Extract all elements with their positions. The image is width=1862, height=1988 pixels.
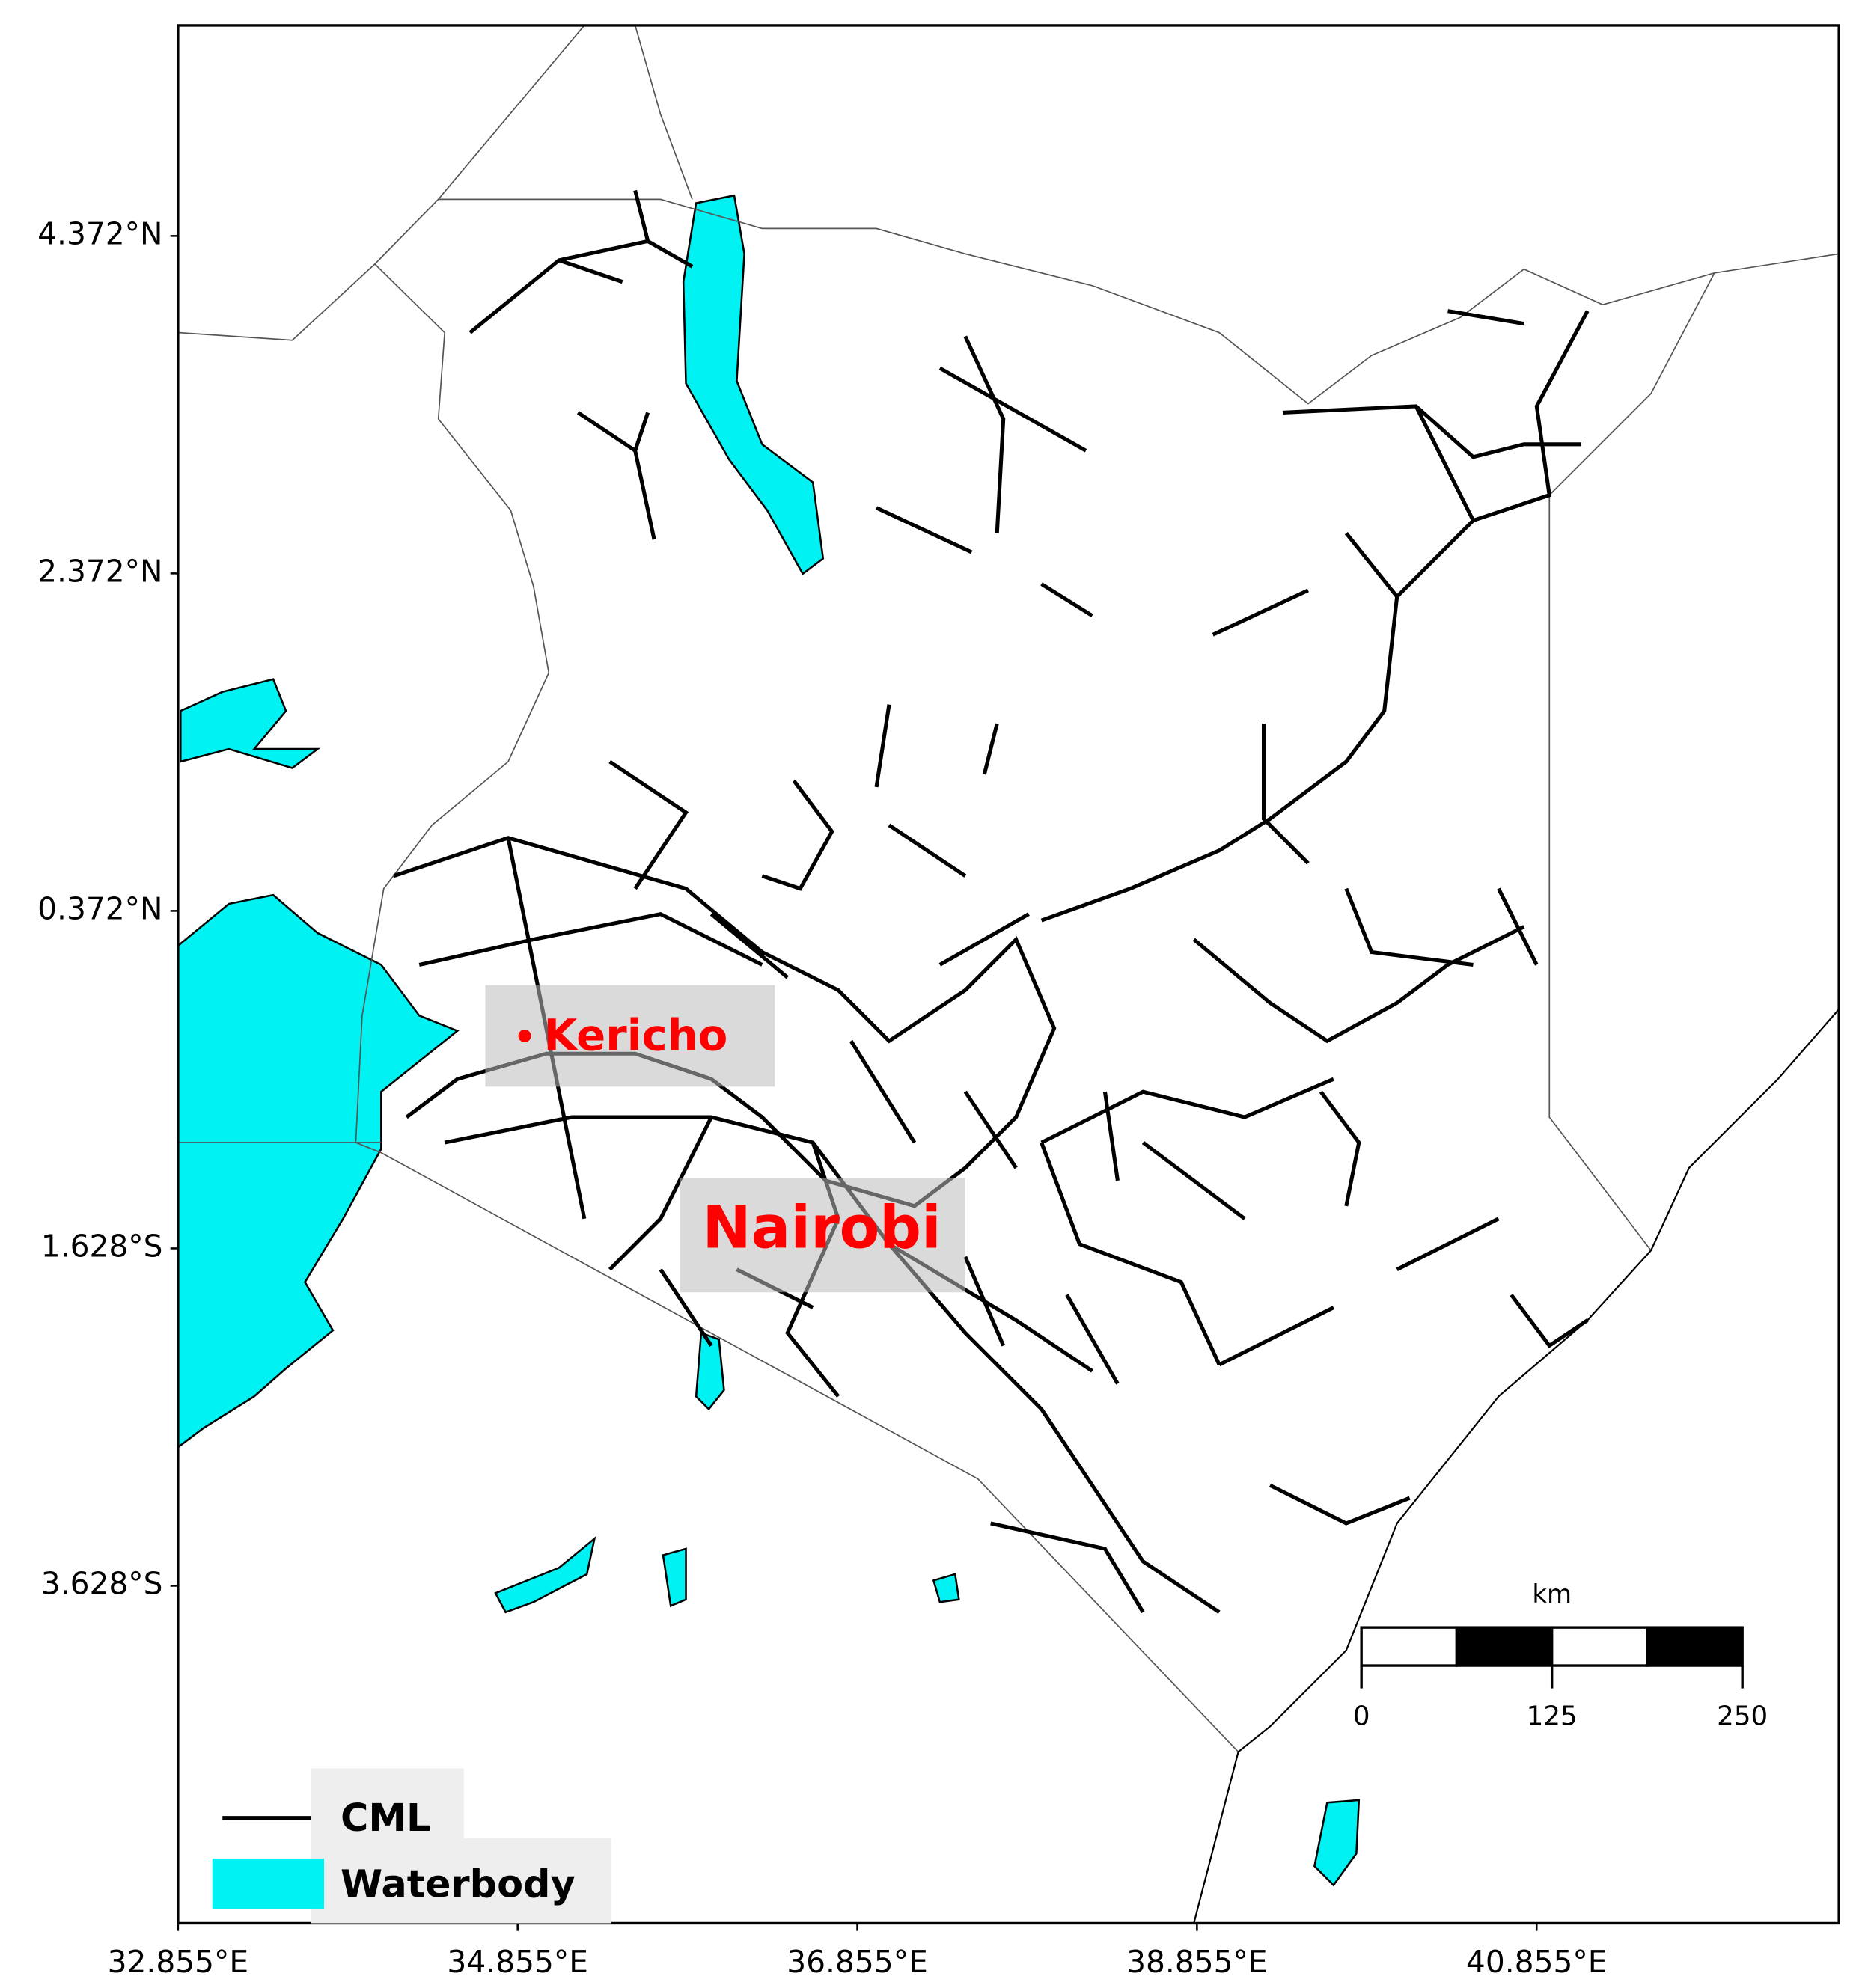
legend-label: CML (341, 1796, 430, 1841)
lake-turkana (682, 194, 825, 575)
x-tick-label: 40.855°E (1466, 1944, 1608, 1980)
legend-swatch (212, 1858, 324, 1909)
legend-box (311, 1768, 464, 1838)
x-tick-label: 32.855°E (108, 1944, 249, 1980)
scale-segment (1550, 1626, 1649, 1667)
map-frame (177, 24, 1840, 1925)
y-tick-label: 2.372°N (37, 553, 162, 589)
legend-box (311, 1838, 611, 1924)
scale-segment (1360, 1626, 1459, 1667)
place-label: Kericho (544, 1010, 728, 1061)
lake-small (494, 1331, 1361, 1887)
y-tick-label: 3.628°S (41, 1565, 163, 1601)
axes: 32.855°E 34.855°E 36.855°E 38.855°E 40.855°E… (37, 215, 1607, 1979)
y-tick-label: 1.628°S (41, 1228, 163, 1264)
scale-segment (1455, 1626, 1554, 1667)
scale-bar: km 0 125 250 (1353, 1580, 1768, 1731)
lake-kyoga (179, 678, 321, 769)
geography (177, 25, 1840, 1924)
place-label: Nairobi (702, 1194, 941, 1261)
country-border (177, 25, 1840, 1753)
x-tick-label: 36.855°E (787, 1944, 928, 1980)
place-dot (518, 1030, 531, 1042)
x-tick-label: 38.855°E (1126, 1944, 1268, 1980)
coastline (1193, 1009, 1840, 1924)
y-tick-label: 4.372°N (37, 215, 162, 251)
scale-unit: km (1532, 1580, 1572, 1609)
x-tick-label: 34.855°E (447, 1944, 588, 1980)
y-tick-label: 0.372°N (37, 890, 162, 926)
label-box (485, 985, 775, 1087)
lake-victoria (177, 893, 460, 1449)
scale-tick-label: 125 (1527, 1701, 1578, 1732)
scale-segment (1646, 1626, 1744, 1667)
legend-label: Waterbody (341, 1862, 576, 1906)
cml-links (393, 189, 1590, 1614)
scale-tick-label: 250 (1717, 1701, 1768, 1732)
label-box (680, 1178, 965, 1293)
scale-tick-label: 0 (1353, 1701, 1370, 1732)
legend: CML Waterbody (212, 1768, 611, 1924)
